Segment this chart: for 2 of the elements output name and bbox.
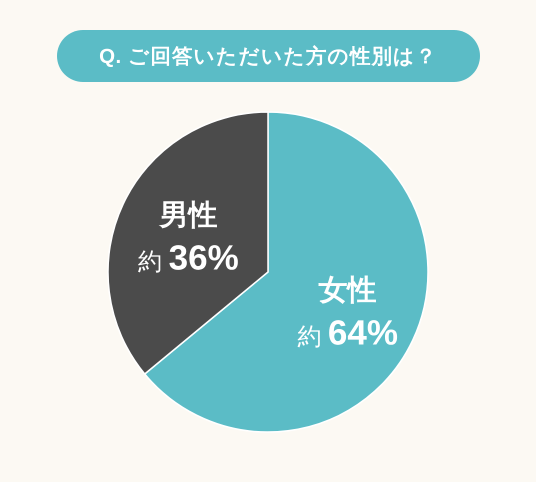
chart-title: Q. ご回答いただいた方の性別は？ — [99, 44, 437, 68]
title: Q. ご回答いただいた方の性別は？ — [57, 30, 480, 82]
